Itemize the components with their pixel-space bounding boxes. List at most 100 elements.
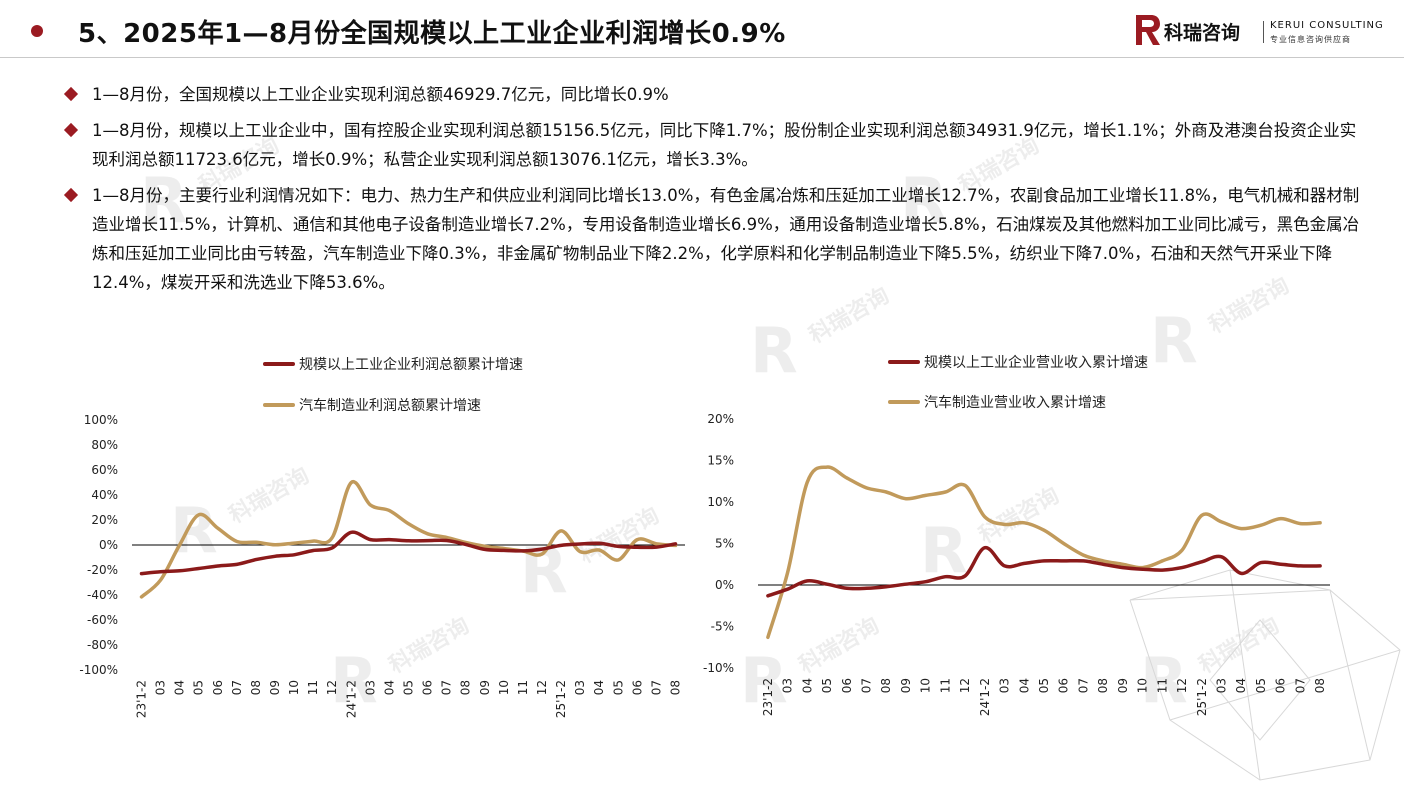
- bullet-list: 1—8月份，全国规模以上工业企业实现利润总额46929.7亿元，同比增长0.9%…: [63, 80, 1364, 304]
- data-point: [767, 636, 769, 639]
- data-point: [255, 541, 257, 544]
- data-point: [865, 487, 868, 489]
- data-point: [598, 549, 600, 551]
- data-point: [1181, 566, 1183, 569]
- data-point: [1102, 560, 1104, 562]
- data-point: [1319, 565, 1321, 567]
- x-tick-label: 05: [820, 678, 834, 693]
- data-point: [178, 544, 181, 546]
- x-tick-label: 03: [998, 678, 1012, 693]
- data-point: [846, 587, 848, 590]
- data-point: [636, 546, 639, 549]
- x-tick-label: 06: [630, 680, 644, 695]
- data-point: [1141, 568, 1144, 570]
- data-point: [369, 504, 372, 506]
- bullet-text: 1—8月份，全国规模以上工业企业实现利润总额46929.7亿元，同比增长0.9%: [92, 85, 669, 104]
- data-point: [312, 549, 314, 552]
- y-tick-label: -40%: [87, 588, 118, 602]
- series-line: [766, 545, 1322, 598]
- data-point: [1082, 560, 1085, 562]
- legend-label: 汽车制造业营业收入累计增速: [924, 394, 1106, 411]
- x-tick-label: 05: [1254, 678, 1268, 693]
- data-point: [197, 514, 200, 516]
- data-point: [1319, 522, 1321, 524]
- y-tick-label: -10%: [703, 661, 734, 675]
- data-point: [1043, 560, 1045, 562]
- y-tick-label: 20%: [707, 412, 734, 426]
- data-point: [1220, 556, 1223, 558]
- x-tick-label: 08: [879, 678, 893, 693]
- x-tick-label: 24'1-2: [978, 678, 992, 716]
- data-point: [217, 565, 219, 567]
- data-point: [1003, 523, 1006, 526]
- x-tick-label: 10: [287, 680, 301, 695]
- y-tick-label: 10%: [707, 495, 734, 509]
- y-tick-label: -60%: [87, 613, 118, 627]
- x-tick-label: 08: [1096, 678, 1110, 693]
- x-tick-label: 03: [154, 680, 168, 695]
- data-point: [140, 572, 143, 575]
- x-tick-label: 10: [497, 680, 511, 695]
- x-tick-label: 06: [1274, 678, 1288, 693]
- data-point: [522, 550, 524, 552]
- data-point: [350, 481, 353, 484]
- data-point: [1062, 542, 1065, 545]
- x-tick-label: 24'1-2: [344, 680, 358, 718]
- legend-label: 规模以上工业企业营业收入累计增速: [924, 354, 1148, 371]
- data-point: [197, 567, 200, 570]
- y-tick-label: 15%: [707, 454, 734, 468]
- data-point: [1240, 572, 1242, 575]
- data-point: [1299, 565, 1302, 567]
- x-tick-label: 04: [1234, 678, 1248, 693]
- x-tick-label: 03: [363, 680, 377, 695]
- data-point: [655, 546, 658, 548]
- x-tick-label: 08: [459, 680, 473, 695]
- data-point: [1240, 527, 1242, 530]
- brand-logo: 科瑞咨询 KERUI CONSULTING 专业信息咨询供应商: [1136, 15, 1383, 47]
- data-point: [274, 555, 276, 558]
- data-point: [579, 543, 581, 545]
- data-point: [274, 544, 276, 546]
- x-tick-label: 11: [938, 678, 952, 693]
- x-tick-label: 25'1-2: [1195, 678, 1209, 716]
- data-point: [865, 587, 868, 590]
- y-tick-label: -5%: [711, 620, 734, 634]
- x-tick-label: 11: [516, 680, 530, 695]
- data-point: [826, 466, 828, 468]
- data-point: [905, 497, 907, 500]
- x-tick-label: 11: [1155, 678, 1169, 693]
- diamond-bullet-icon: [63, 187, 79, 203]
- data-point: [984, 546, 986, 549]
- data-point: [140, 596, 143, 598]
- data-point: [905, 583, 907, 585]
- data-point: [1122, 563, 1124, 566]
- data-point: [617, 545, 620, 548]
- data-point: [826, 583, 828, 585]
- data-point: [293, 554, 295, 556]
- y-tick-label: 0%: [715, 578, 734, 592]
- data-point: [426, 533, 429, 535]
- data-point: [503, 549, 505, 552]
- x-tick-label: 12: [535, 680, 549, 695]
- data-point: [964, 484, 966, 487]
- data-point: [964, 575, 966, 577]
- data-point: [885, 585, 887, 588]
- bullet-item: 1—8月份，全国规模以上工业企业实现利润总额46929.7亿元，同比增长0.9%: [63, 80, 1364, 109]
- x-tick-label: 07: [440, 680, 454, 695]
- data-point: [786, 588, 789, 590]
- x-tick-label: 03: [573, 680, 587, 695]
- data-point: [806, 481, 809, 483]
- data-point: [541, 553, 543, 555]
- x-tick-label: 07: [649, 680, 663, 695]
- data-point: [388, 538, 391, 541]
- x-tick-label: 07: [1076, 678, 1090, 693]
- data-point: [1181, 549, 1183, 551]
- data-point: [236, 540, 238, 543]
- legend-label: 规模以上工业企业利润总额累计增速: [299, 356, 523, 373]
- data-point: [1279, 563, 1282, 566]
- x-tick-label: 03: [1215, 678, 1229, 693]
- x-tick-label: 23'1-2: [135, 680, 149, 718]
- y-tick-label: 20%: [91, 513, 118, 527]
- bullet-text: 1—8月份，规模以上工业企业中，国有控股企业实现利润总额15156.5亿元，同比…: [92, 121, 1357, 169]
